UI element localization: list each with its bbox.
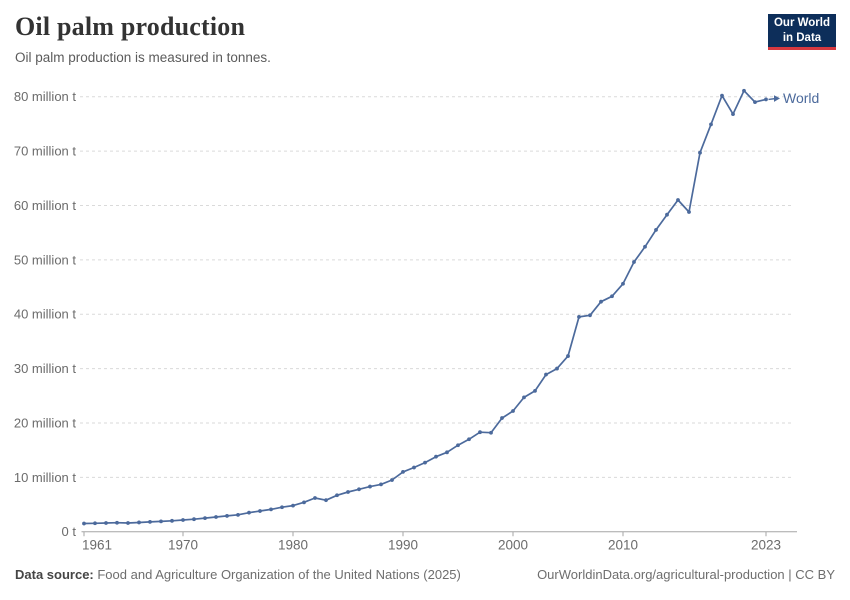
data-point <box>225 514 229 518</box>
data-point <box>291 503 295 508</box>
data-point <box>511 409 515 413</box>
data-point <box>588 313 592 318</box>
y-axis-tick-label: 60 million t <box>14 198 77 213</box>
data-point <box>698 150 702 155</box>
data-point <box>632 260 636 264</box>
y-axis-tick-label: 10 million t <box>14 470 77 485</box>
data-point <box>753 100 757 105</box>
data-point <box>456 443 460 448</box>
y-axis-tick-label: 30 million t <box>14 361 77 376</box>
data-source-label: Data source: <box>15 567 94 582</box>
data-point <box>93 521 97 526</box>
data-point <box>621 281 625 286</box>
data-point <box>445 450 449 455</box>
data-point <box>489 430 493 435</box>
x-axis-tick-label: 1980 <box>278 538 308 553</box>
data-point <box>379 482 383 487</box>
data-point <box>269 507 273 512</box>
owid-url-link[interactable]: OurWorldinData.org/agricultural-producti… <box>537 567 835 582</box>
y-axis-tick-label: 80 million t <box>14 89 77 104</box>
data-point <box>247 510 251 515</box>
data-point <box>137 520 141 525</box>
owid-logo-line2: in Data <box>782 31 822 44</box>
data-point <box>192 517 196 522</box>
data-point <box>467 437 471 442</box>
y-axis-tick-label: 20 million t <box>14 415 77 430</box>
data-source: Data source: Food and Agriculture Organi… <box>15 567 461 582</box>
data-point <box>126 521 130 525</box>
series-label-arrow-icon <box>774 95 780 102</box>
data-point <box>544 372 548 377</box>
data-point <box>434 454 438 459</box>
data-point <box>159 519 163 524</box>
data-point <box>401 469 405 474</box>
data-point <box>676 198 680 202</box>
data-source-text: Food and Agriculture Organization of the… <box>93 567 461 582</box>
data-point <box>522 395 526 400</box>
world-series-line <box>83 89 767 525</box>
y-axis-tick-label: 0 t <box>62 524 77 539</box>
x-axis-tick-label: 1970 <box>168 538 198 553</box>
data-point <box>280 505 284 510</box>
data-point <box>555 366 559 371</box>
chart-subtitle: Oil palm production is measured in tonne… <box>15 50 271 65</box>
data-point <box>82 521 86 526</box>
data-point <box>170 518 174 523</box>
data-point <box>203 516 207 521</box>
data-point <box>390 478 394 482</box>
data-point <box>368 484 372 489</box>
series-label-world[interactable]: World <box>783 90 819 106</box>
data-point <box>148 520 152 524</box>
y-axis-tick-label: 40 million t <box>14 307 77 322</box>
data-point <box>610 294 614 299</box>
owid-logo[interactable]: Our World in Data <box>768 14 836 50</box>
data-point <box>258 509 262 513</box>
x-axis-tick-label: 1961 <box>82 538 112 553</box>
data-point <box>181 518 185 522</box>
data-point <box>357 487 361 492</box>
data-point <box>500 416 504 420</box>
data-point <box>214 515 218 519</box>
data-point <box>742 88 746 93</box>
data-point <box>104 521 108 525</box>
x-axis-tick-label: 2000 <box>498 538 528 553</box>
y-axis-tick-label: 70 million t <box>14 144 77 159</box>
data-point <box>654 228 658 232</box>
data-point <box>720 93 724 98</box>
chart-title: Oil palm production <box>15 12 246 41</box>
data-point <box>324 498 328 503</box>
data-point <box>566 354 570 358</box>
data-point <box>115 520 119 525</box>
data-point <box>412 465 416 470</box>
data-point <box>346 490 350 494</box>
x-axis-tick-label: 2010 <box>608 538 638 553</box>
data-point <box>335 493 339 498</box>
data-point <box>577 315 581 319</box>
data-point <box>709 122 713 127</box>
data-point <box>478 430 482 435</box>
data-point <box>313 496 317 500</box>
data-point <box>302 500 306 505</box>
data-point <box>533 388 537 393</box>
data-point <box>423 460 427 465</box>
data-point <box>665 212 669 217</box>
data-point <box>599 299 603 304</box>
series-label-connector <box>768 97 776 101</box>
y-axis-tick-label: 50 million t <box>14 252 77 267</box>
data-point <box>687 210 691 214</box>
data-point <box>643 244 647 249</box>
x-axis-tick-label: 1990 <box>388 538 418 553</box>
owid-logo-line1: Our World <box>773 17 830 30</box>
data-point <box>731 112 735 116</box>
chart-footer: Data source: Food and Agriculture Organi… <box>15 567 835 582</box>
data-point <box>764 97 768 102</box>
x-axis-tick-label: 2023 <box>751 538 781 553</box>
data-point <box>236 512 240 517</box>
